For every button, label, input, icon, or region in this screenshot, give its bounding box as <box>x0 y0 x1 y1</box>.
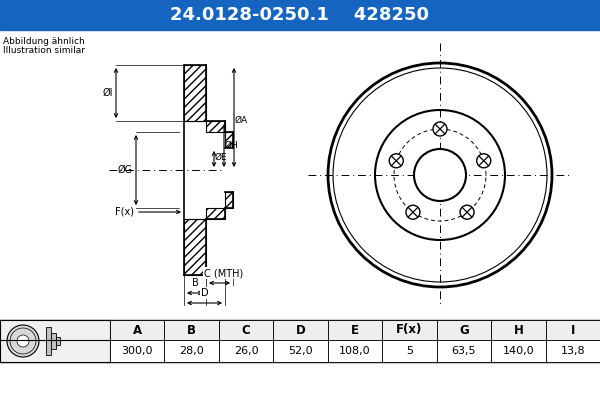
Text: B: B <box>187 324 196 336</box>
Circle shape <box>460 205 474 219</box>
Bar <box>184 65 206 121</box>
Circle shape <box>406 205 420 219</box>
Bar <box>491 320 545 340</box>
Bar <box>164 320 219 340</box>
Bar <box>104 60 243 280</box>
Text: ØE: ØE <box>215 152 227 162</box>
Bar <box>382 320 437 340</box>
Bar <box>274 320 328 340</box>
Text: H: H <box>514 324 523 336</box>
Text: Illustration similar: Illustration similar <box>3 46 85 55</box>
Bar <box>545 320 600 340</box>
Text: F(x): F(x) <box>115 207 134 217</box>
Text: ØH: ØH <box>225 141 239 150</box>
Bar <box>545 340 600 362</box>
Bar <box>51 333 56 349</box>
Text: D: D <box>296 324 305 336</box>
Text: C (MTH): C (MTH) <box>205 268 244 278</box>
Text: 300,0: 300,0 <box>121 346 153 356</box>
Circle shape <box>477 154 491 168</box>
Text: 26,0: 26,0 <box>234 346 259 356</box>
Bar <box>206 208 225 219</box>
Bar <box>225 132 233 148</box>
Text: 28,0: 28,0 <box>179 346 204 356</box>
Circle shape <box>414 149 466 201</box>
Bar <box>0 30 600 320</box>
Bar <box>437 340 491 362</box>
Bar <box>110 320 164 340</box>
Circle shape <box>17 335 29 347</box>
Text: 52,0: 52,0 <box>288 346 313 356</box>
Bar <box>0 0 600 30</box>
Text: ØI: ØI <box>103 88 113 98</box>
Circle shape <box>433 122 447 136</box>
Text: E: E <box>351 324 359 336</box>
Bar <box>328 340 382 362</box>
Text: I: I <box>571 324 575 336</box>
Bar <box>491 340 545 362</box>
Bar <box>219 340 274 362</box>
Bar <box>56 337 60 345</box>
Text: G: G <box>459 324 469 336</box>
Bar <box>219 320 274 340</box>
Text: 63,5: 63,5 <box>452 346 476 356</box>
Text: ØA: ØA <box>235 116 248 125</box>
Bar <box>225 192 233 208</box>
Text: 108,0: 108,0 <box>339 346 371 356</box>
Circle shape <box>389 154 403 168</box>
Circle shape <box>7 325 39 357</box>
Text: 13,8: 13,8 <box>560 346 585 356</box>
Bar <box>0 320 110 362</box>
Text: F(x): F(x) <box>396 324 422 336</box>
Bar <box>184 219 206 275</box>
Text: B: B <box>191 278 199 288</box>
Text: C: C <box>242 324 250 336</box>
Bar <box>110 340 164 362</box>
Text: 24.0128-0250.1    428250: 24.0128-0250.1 428250 <box>170 6 430 24</box>
Bar <box>225 148 253 192</box>
Text: 5: 5 <box>406 346 413 356</box>
Text: Abbildung ähnlich: Abbildung ähnlich <box>3 37 85 46</box>
Bar <box>206 121 225 132</box>
Text: A: A <box>133 324 142 336</box>
Bar <box>0 320 600 362</box>
Bar <box>437 320 491 340</box>
Bar <box>328 320 382 340</box>
Bar <box>382 340 437 362</box>
Bar <box>46 327 51 355</box>
Text: 140,0: 140,0 <box>503 346 534 356</box>
Text: D: D <box>200 288 208 298</box>
Circle shape <box>10 328 36 354</box>
Text: ØG: ØG <box>118 165 133 175</box>
Bar <box>274 340 328 362</box>
Bar <box>164 340 219 362</box>
